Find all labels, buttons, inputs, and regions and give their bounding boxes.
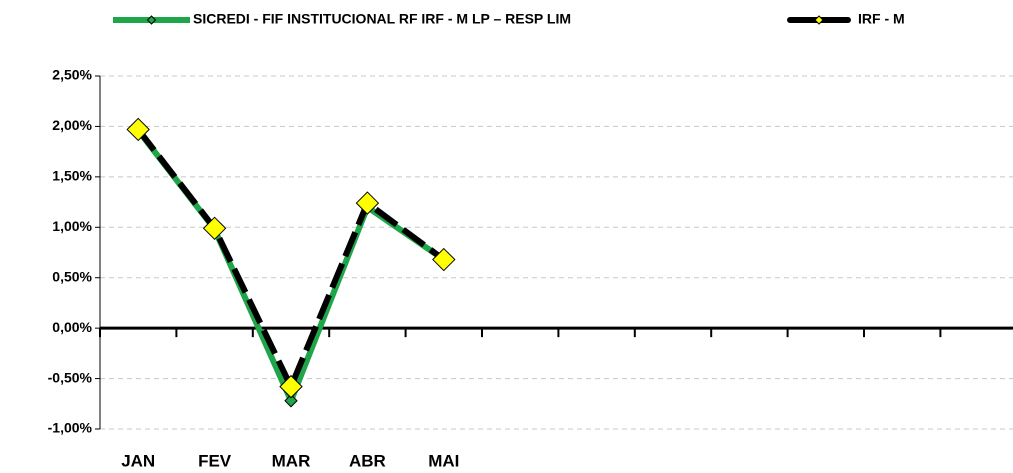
x-tick-label: MAR [272, 451, 311, 470]
legend-label: IRF - M [858, 11, 905, 27]
series-line [135, 128, 446, 404]
y-tick-label: -1,00% [48, 420, 93, 436]
marker [284, 394, 298, 408]
y-tick-label: -0,50% [48, 369, 93, 385]
marker [432, 247, 456, 272]
marker [202, 216, 227, 241]
marker [126, 117, 150, 142]
legend-marker [146, 15, 157, 25]
marker [355, 191, 380, 215]
x-tick-label: ABR [349, 451, 386, 470]
y-tick-label: 1,00% [52, 218, 92, 234]
marker [279, 374, 303, 399]
legend-label: SICREDI - FIF INSTITUCIONAL RF IRF - M L… [193, 11, 571, 27]
legend-marker [814, 15, 824, 25]
series-line [135, 127, 446, 390]
x-tick-label: MAI [428, 451, 459, 470]
y-tick-label: 1,50% [52, 168, 92, 184]
y-tick-label: 2,50% [52, 67, 92, 83]
y-tick-label: 0,00% [52, 319, 92, 335]
x-tick-label: FEV [198, 451, 232, 470]
y-tick-label: 2,00% [52, 117, 92, 133]
y-tick-label: 0,50% [52, 268, 92, 284]
x-tick-label: JAN [121, 451, 155, 470]
